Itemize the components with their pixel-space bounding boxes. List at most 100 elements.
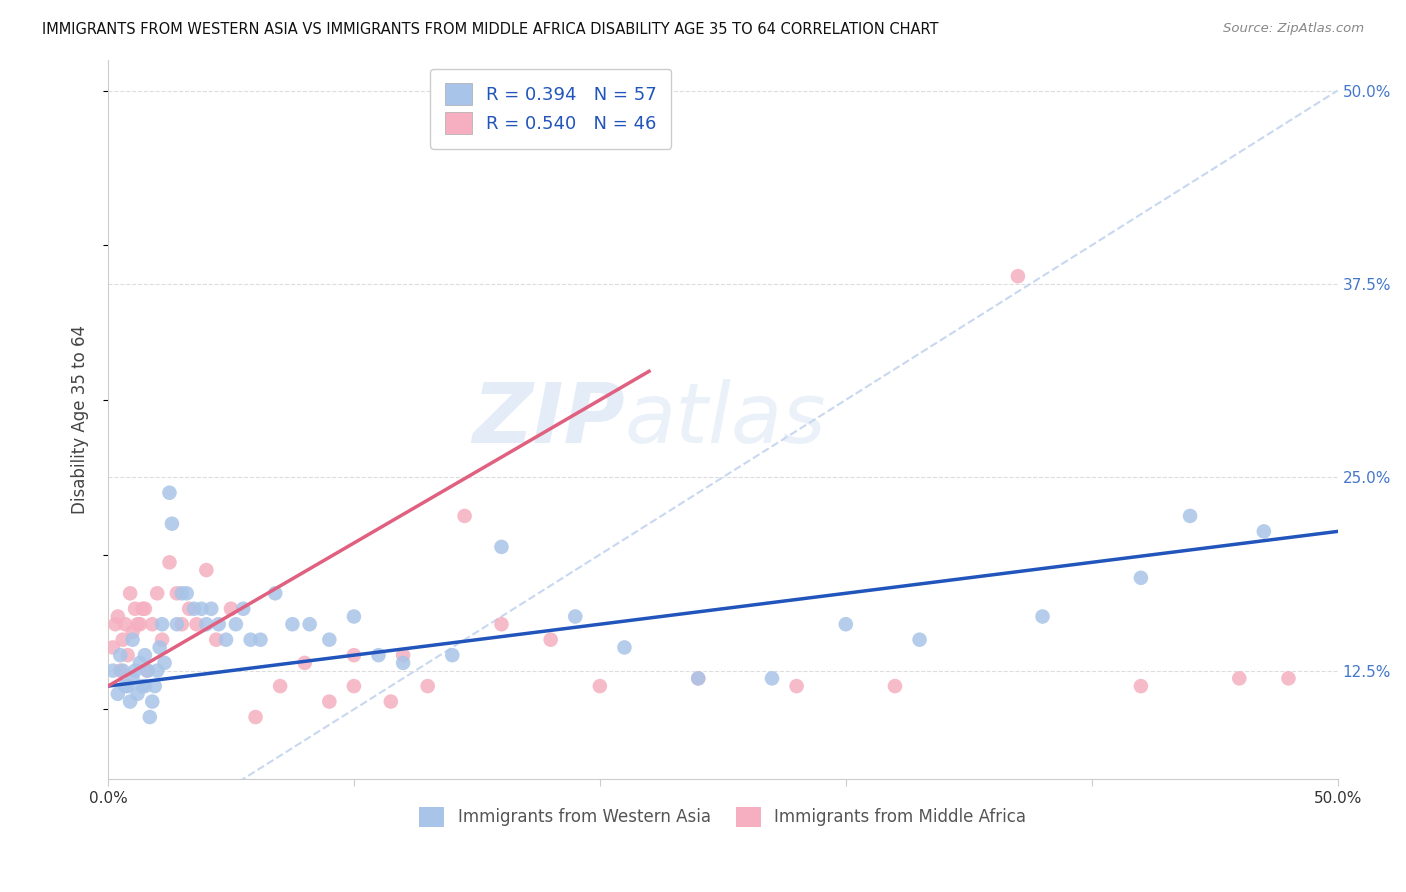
Point (186, 617, 208, 632)
Point (269, 679, 291, 693)
Point (1129, 679, 1152, 693)
Point (104, 617, 127, 632)
Point (884, 679, 907, 693)
Point (117, 679, 139, 693)
Point (1129, 571, 1152, 585)
Point (392, 656, 415, 670)
Point (249, 632, 271, 647)
Point (392, 648, 415, 662)
Point (786, 679, 808, 693)
Point (110, 648, 132, 662)
Text: atlas: atlas (624, 379, 827, 459)
Legend: Immigrants from Western Asia, Immigrants from Middle Africa: Immigrants from Western Asia, Immigrants… (411, 798, 1035, 835)
Point (367, 648, 389, 662)
Point (121, 672, 143, 686)
Point (589, 679, 612, 693)
Y-axis label: Disability Age 35 to 64: Disability Age 35 to 64 (72, 325, 89, 514)
Point (110, 664, 132, 678)
Point (239, 632, 262, 647)
Point (131, 679, 153, 693)
Point (453, 508, 475, 523)
Point (146, 586, 169, 600)
Point (264, 586, 287, 600)
Point (205, 632, 228, 647)
Point (111, 632, 134, 647)
Point (121, 624, 143, 639)
Text: IMMIGRANTS FROM WESTERN ASIA VS IMMIGRANTS FROM MIDDLE AFRICA DISABILITY AGE 35 : IMMIGRANTS FROM WESTERN ASIA VS IMMIGRAN… (42, 22, 939, 37)
Point (343, 679, 366, 693)
Text: Source: ZipAtlas.com: Source: ZipAtlas.com (1223, 22, 1364, 36)
Point (298, 617, 321, 632)
Point (1277, 672, 1299, 686)
Point (134, 679, 156, 693)
Point (114, 679, 136, 693)
Point (107, 687, 129, 701)
Point (120, 586, 142, 600)
Point (200, 601, 222, 615)
Point (232, 601, 254, 615)
Point (170, 586, 193, 600)
Point (1178, 508, 1201, 523)
Point (1227, 672, 1250, 686)
Point (136, 664, 159, 678)
Point (343, 648, 366, 662)
Point (281, 617, 304, 632)
Point (150, 617, 173, 632)
Point (908, 632, 931, 647)
Point (136, 664, 159, 678)
Point (139, 710, 162, 724)
Point (176, 586, 198, 600)
Point (149, 640, 172, 655)
Point (835, 617, 858, 632)
Point (318, 695, 340, 709)
Point (195, 563, 218, 577)
Point (245, 710, 267, 724)
Point (129, 656, 152, 670)
Point (1253, 524, 1275, 539)
Point (141, 695, 163, 709)
Point (1031, 609, 1053, 624)
Point (343, 609, 366, 624)
Point (150, 632, 173, 647)
Point (190, 601, 212, 615)
Point (101, 664, 124, 678)
Point (215, 632, 238, 647)
Point (179, 601, 201, 615)
Point (761, 672, 783, 686)
Point (146, 664, 169, 678)
Point (183, 601, 205, 615)
Point (159, 555, 181, 569)
Point (491, 617, 513, 632)
Point (117, 648, 139, 662)
Point (380, 695, 402, 709)
Point (540, 632, 562, 647)
Point (124, 664, 146, 678)
Point (688, 672, 710, 686)
Point (318, 632, 340, 647)
Point (294, 656, 316, 670)
Point (160, 516, 183, 531)
Point (129, 617, 152, 632)
Point (121, 632, 143, 647)
Point (141, 617, 163, 632)
Point (101, 640, 124, 655)
Point (208, 617, 231, 632)
Point (111, 664, 134, 678)
Point (166, 617, 188, 632)
Point (166, 586, 188, 600)
Point (131, 601, 153, 615)
Point (127, 617, 149, 632)
Point (107, 609, 129, 624)
Point (134, 648, 156, 662)
Point (1007, 269, 1029, 284)
Point (143, 679, 166, 693)
Point (120, 695, 142, 709)
Point (195, 617, 218, 632)
Point (153, 656, 176, 670)
Point (564, 609, 586, 624)
Point (416, 679, 439, 693)
Point (491, 540, 513, 554)
Text: ZIP: ZIP (472, 379, 624, 459)
Point (219, 601, 242, 615)
Point (159, 485, 181, 500)
